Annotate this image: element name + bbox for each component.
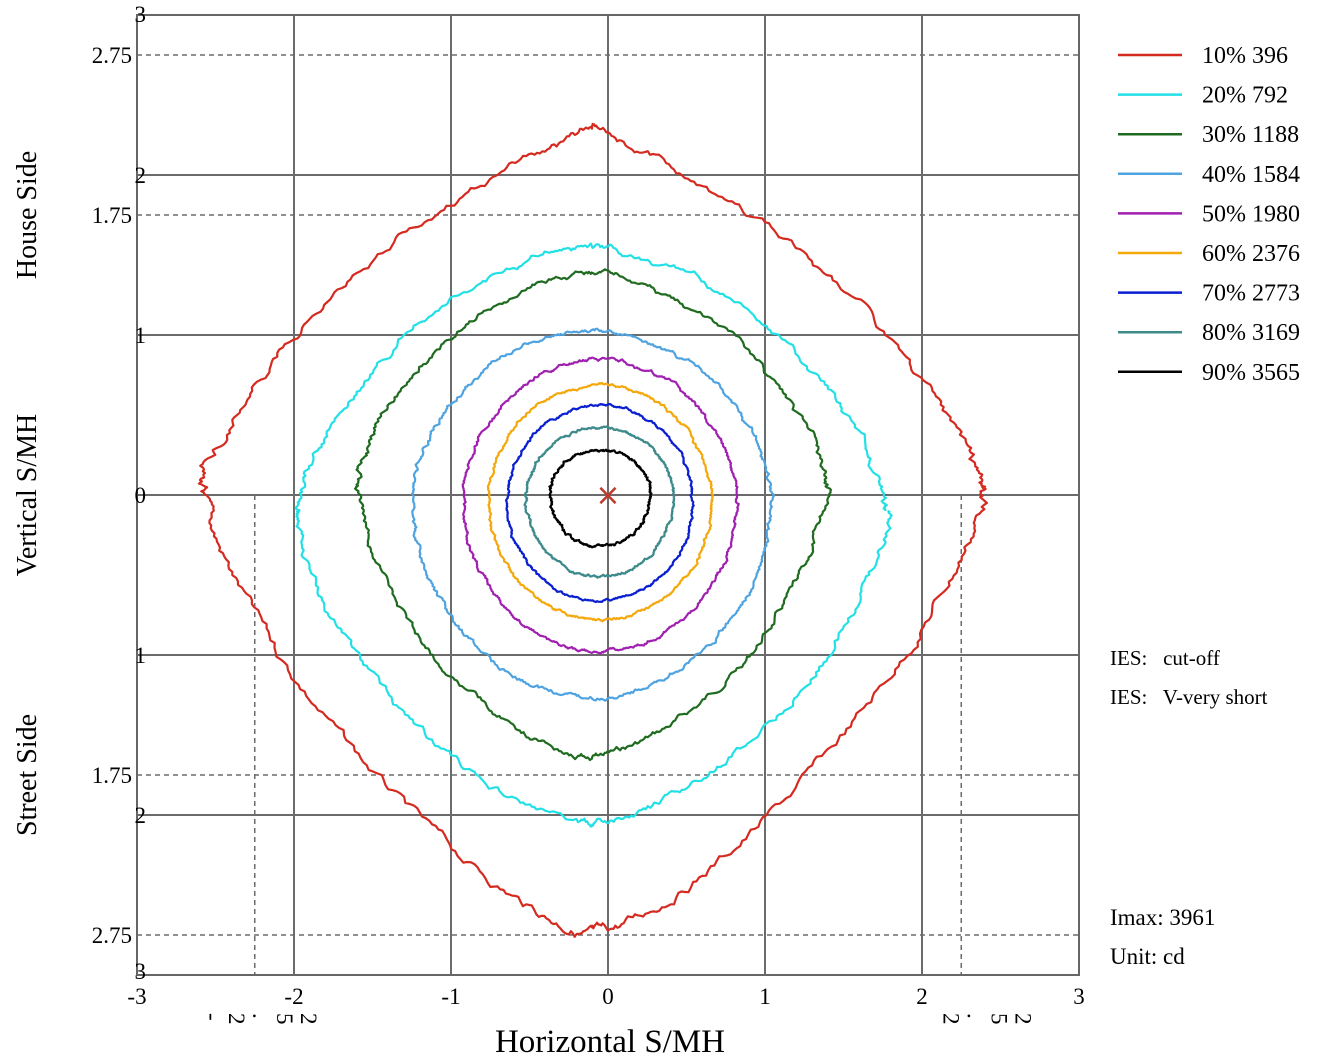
grid	[137, 15, 1079, 975]
x-extra-tick-glyph: 5	[272, 1013, 297, 1025]
x-extra-tick-glyph: 5	[986, 1013, 1011, 1025]
y-tick-label: 2	[135, 803, 147, 828]
x-tick-label: 2	[916, 984, 928, 1009]
ies-cutoff-label: IES: cut-off	[1110, 646, 1220, 670]
x-tick-label: -1	[441, 984, 460, 1009]
y-tick-label: 1	[135, 323, 147, 348]
y-tick-label: 2.75	[92, 923, 132, 948]
contour-60-percent	[486, 381, 715, 623]
legend-label: 80% 3169	[1202, 320, 1300, 346]
contour-40-percent	[411, 327, 776, 702]
y-tick-label: 1.75	[92, 763, 132, 788]
contour-lines	[197, 122, 989, 938]
y-tick-label: 1.75	[92, 203, 132, 228]
x-tick-label: 1	[759, 984, 771, 1009]
y-axis-title-house-side: House Side	[12, 151, 43, 279]
y-axis-title-vertical: Vertical S/MH	[12, 414, 43, 577]
imax-label: Imax: 3961	[1110, 905, 1215, 930]
contour-30-percent	[354, 268, 833, 762]
contour-50-percent	[461, 356, 740, 655]
legend-label: 40% 1584	[1202, 162, 1300, 188]
legend-label: 20% 792	[1202, 83, 1288, 109]
x-tick-label: 3	[1073, 984, 1085, 1009]
x-extra-tick-glyph: .	[962, 1013, 987, 1019]
legend-label: 10% 396	[1202, 43, 1288, 69]
x-extra-tick-glyph: .	[248, 1013, 273, 1019]
contour-10-percent	[197, 122, 989, 938]
y-tick-label: 3	[135, 959, 147, 984]
legend-label: 30% 1188	[1202, 122, 1299, 148]
plot-frame	[136, 14, 1080, 976]
x-extra-tick-glyph: 2	[938, 1013, 963, 1025]
unit-label: Unit: cd	[1110, 944, 1185, 969]
x-tick-label: 0	[602, 984, 614, 1009]
center-marker-group: ×	[595, 478, 620, 513]
y-tick-label: 2.75	[92, 43, 132, 68]
x-extra-tick-glyph: 2	[224, 1013, 249, 1025]
x-tick-label: -3	[127, 984, 146, 1009]
x-tick-label: -2	[284, 984, 303, 1009]
y-tick-label: 2	[135, 163, 147, 188]
contour-20-percent	[294, 242, 893, 828]
y-tick-label: 0	[135, 483, 147, 508]
legend-label: 90% 3565	[1202, 360, 1300, 386]
ies-type-label: IES: V-very short	[1110, 685, 1268, 709]
center-marker: ×	[595, 478, 620, 513]
legend-label: 60% 2376	[1202, 241, 1300, 267]
contour-80-percent	[523, 425, 676, 579]
legend: 10% 396 20% 792 30% 1188 40% 1584 50% 1980 60…	[1118, 43, 1300, 386]
x-extra-tick-glyph: 2	[296, 1013, 321, 1025]
contour-70-percent	[504, 402, 695, 604]
x-extra-tick-glyph: -	[200, 1013, 225, 1021]
y-tick-label: 1	[135, 643, 147, 668]
x-extra-tick-glyph: 2	[1010, 1013, 1035, 1025]
legend-label: 50% 1980	[1202, 201, 1300, 227]
contour-90-percent	[548, 448, 653, 549]
x-axis-title: Horizontal S/MH	[495, 1024, 725, 1060]
y-axis-title-street-side: Street Side	[12, 714, 43, 836]
legend-label: 70% 2773	[1202, 281, 1300, 307]
y-tick-label: 3	[135, 2, 147, 27]
